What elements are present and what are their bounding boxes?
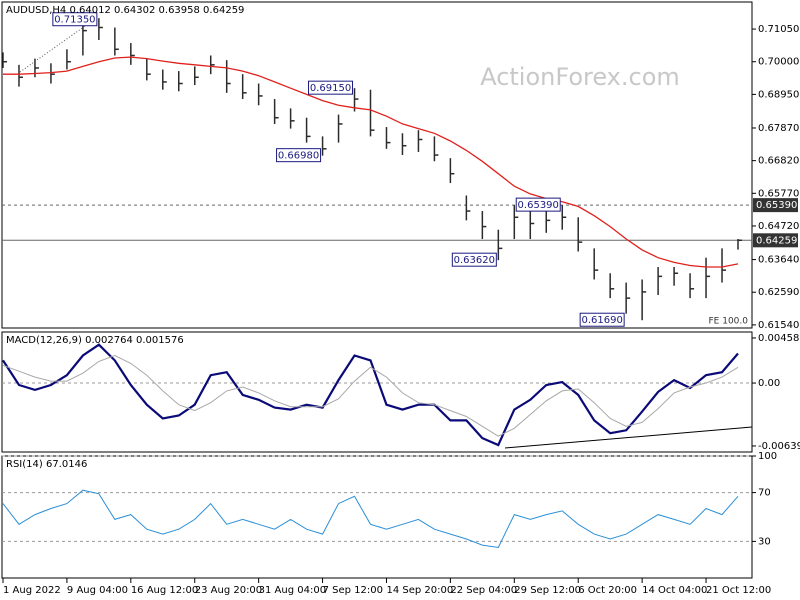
x-tick-label: 22 Sep 04:00 — [450, 585, 517, 596]
x-tick-label: 14 Oct 04:00 — [642, 585, 707, 596]
y-tick-label: 0.64720 — [758, 221, 799, 232]
x-tick-label: 9 Aug 04:00 — [67, 585, 128, 596]
moving-average — [3, 56, 739, 268]
macd-line — [2, 343, 739, 447]
annotation-box — [579, 312, 625, 327]
y-tick-label: 0.70000 — [758, 57, 799, 68]
x-tick-label: 16 Aug 12:00 — [131, 585, 198, 596]
y-tick-label: 0.63640 — [758, 255, 799, 266]
watermark: ActionForex.com — [480, 63, 680, 91]
annotation-label: 0.63620 — [454, 255, 495, 266]
y-tick-label: 0.00 — [758, 378, 780, 389]
annotation-box — [515, 197, 561, 212]
x-tick-label: 6 Oct 20:00 — [578, 585, 637, 596]
price-panel — [1, 1, 753, 329]
y-tick-label: 70 — [758, 488, 771, 499]
annotation-label: 0.66980 — [278, 151, 319, 162]
x-tick-label: 31 Aug 04:00 — [259, 585, 326, 596]
annotation-label: 0.69150 — [310, 83, 351, 94]
y-tick-label: 0.004583 — [758, 333, 800, 344]
x-tick-label: 7 Sep 12:00 — [323, 585, 383, 596]
divergence-line — [504, 426, 753, 449]
x-tick-label: 23 Aug 20:00 — [195, 585, 262, 596]
y-tick-label: 0.65770 — [758, 188, 799, 199]
y-tick-label: -0.006397 — [758, 441, 800, 452]
level-label: 0.64259 — [756, 235, 797, 246]
x-tick-label: 14 Sep 20:00 — [386, 585, 453, 596]
annotation-label: 0.65390 — [518, 200, 559, 211]
signal-line — [2, 354, 739, 437]
level-tag — [753, 233, 798, 248]
y-tick-label: 0.71050 — [758, 24, 799, 35]
wave-line — [19, 23, 89, 73]
chart-title: MACD(12,26,9) 0.002764 0.001576 — [6, 335, 184, 346]
rsi-panel — [1, 455, 753, 579]
macd-panel — [1, 331, 753, 453]
y-tick-label: 0.62590 — [758, 287, 799, 298]
y-tick-label: 0.67870 — [758, 123, 799, 134]
x-tick-label: 21 Oct 12:00 — [706, 585, 771, 596]
chart-title: RSI(14) 67.0146 — [6, 459, 87, 470]
annotation-box — [276, 148, 322, 163]
y-tick-label: 100 — [758, 451, 777, 462]
x-tick-label: 1 Aug 2022 — [3, 585, 61, 596]
annotation-label: 0.71350 — [54, 15, 95, 26]
x-tick-label: 29 Sep 12:00 — [514, 585, 581, 596]
y-tick-label: 30 — [758, 536, 771, 547]
rsi-line — [2, 489, 739, 549]
level-label: 0.65390 — [756, 200, 797, 211]
annotation-label: 0.61690 — [581, 315, 622, 326]
chart-title: AUDUSD,H4 0.64012 0.64302 0.63958 0.6425… — [6, 5, 244, 16]
level-tag — [753, 198, 798, 213]
annotation-box — [308, 80, 354, 95]
note: FE 100.0 — [709, 317, 749, 327]
y-tick-label: 0.61540 — [758, 320, 799, 331]
annotation-box — [52, 12, 98, 27]
y-tick-label: 0.68950 — [758, 89, 799, 100]
y-tick-label: 0.66820 — [758, 156, 799, 167]
annotation-box — [451, 252, 497, 267]
